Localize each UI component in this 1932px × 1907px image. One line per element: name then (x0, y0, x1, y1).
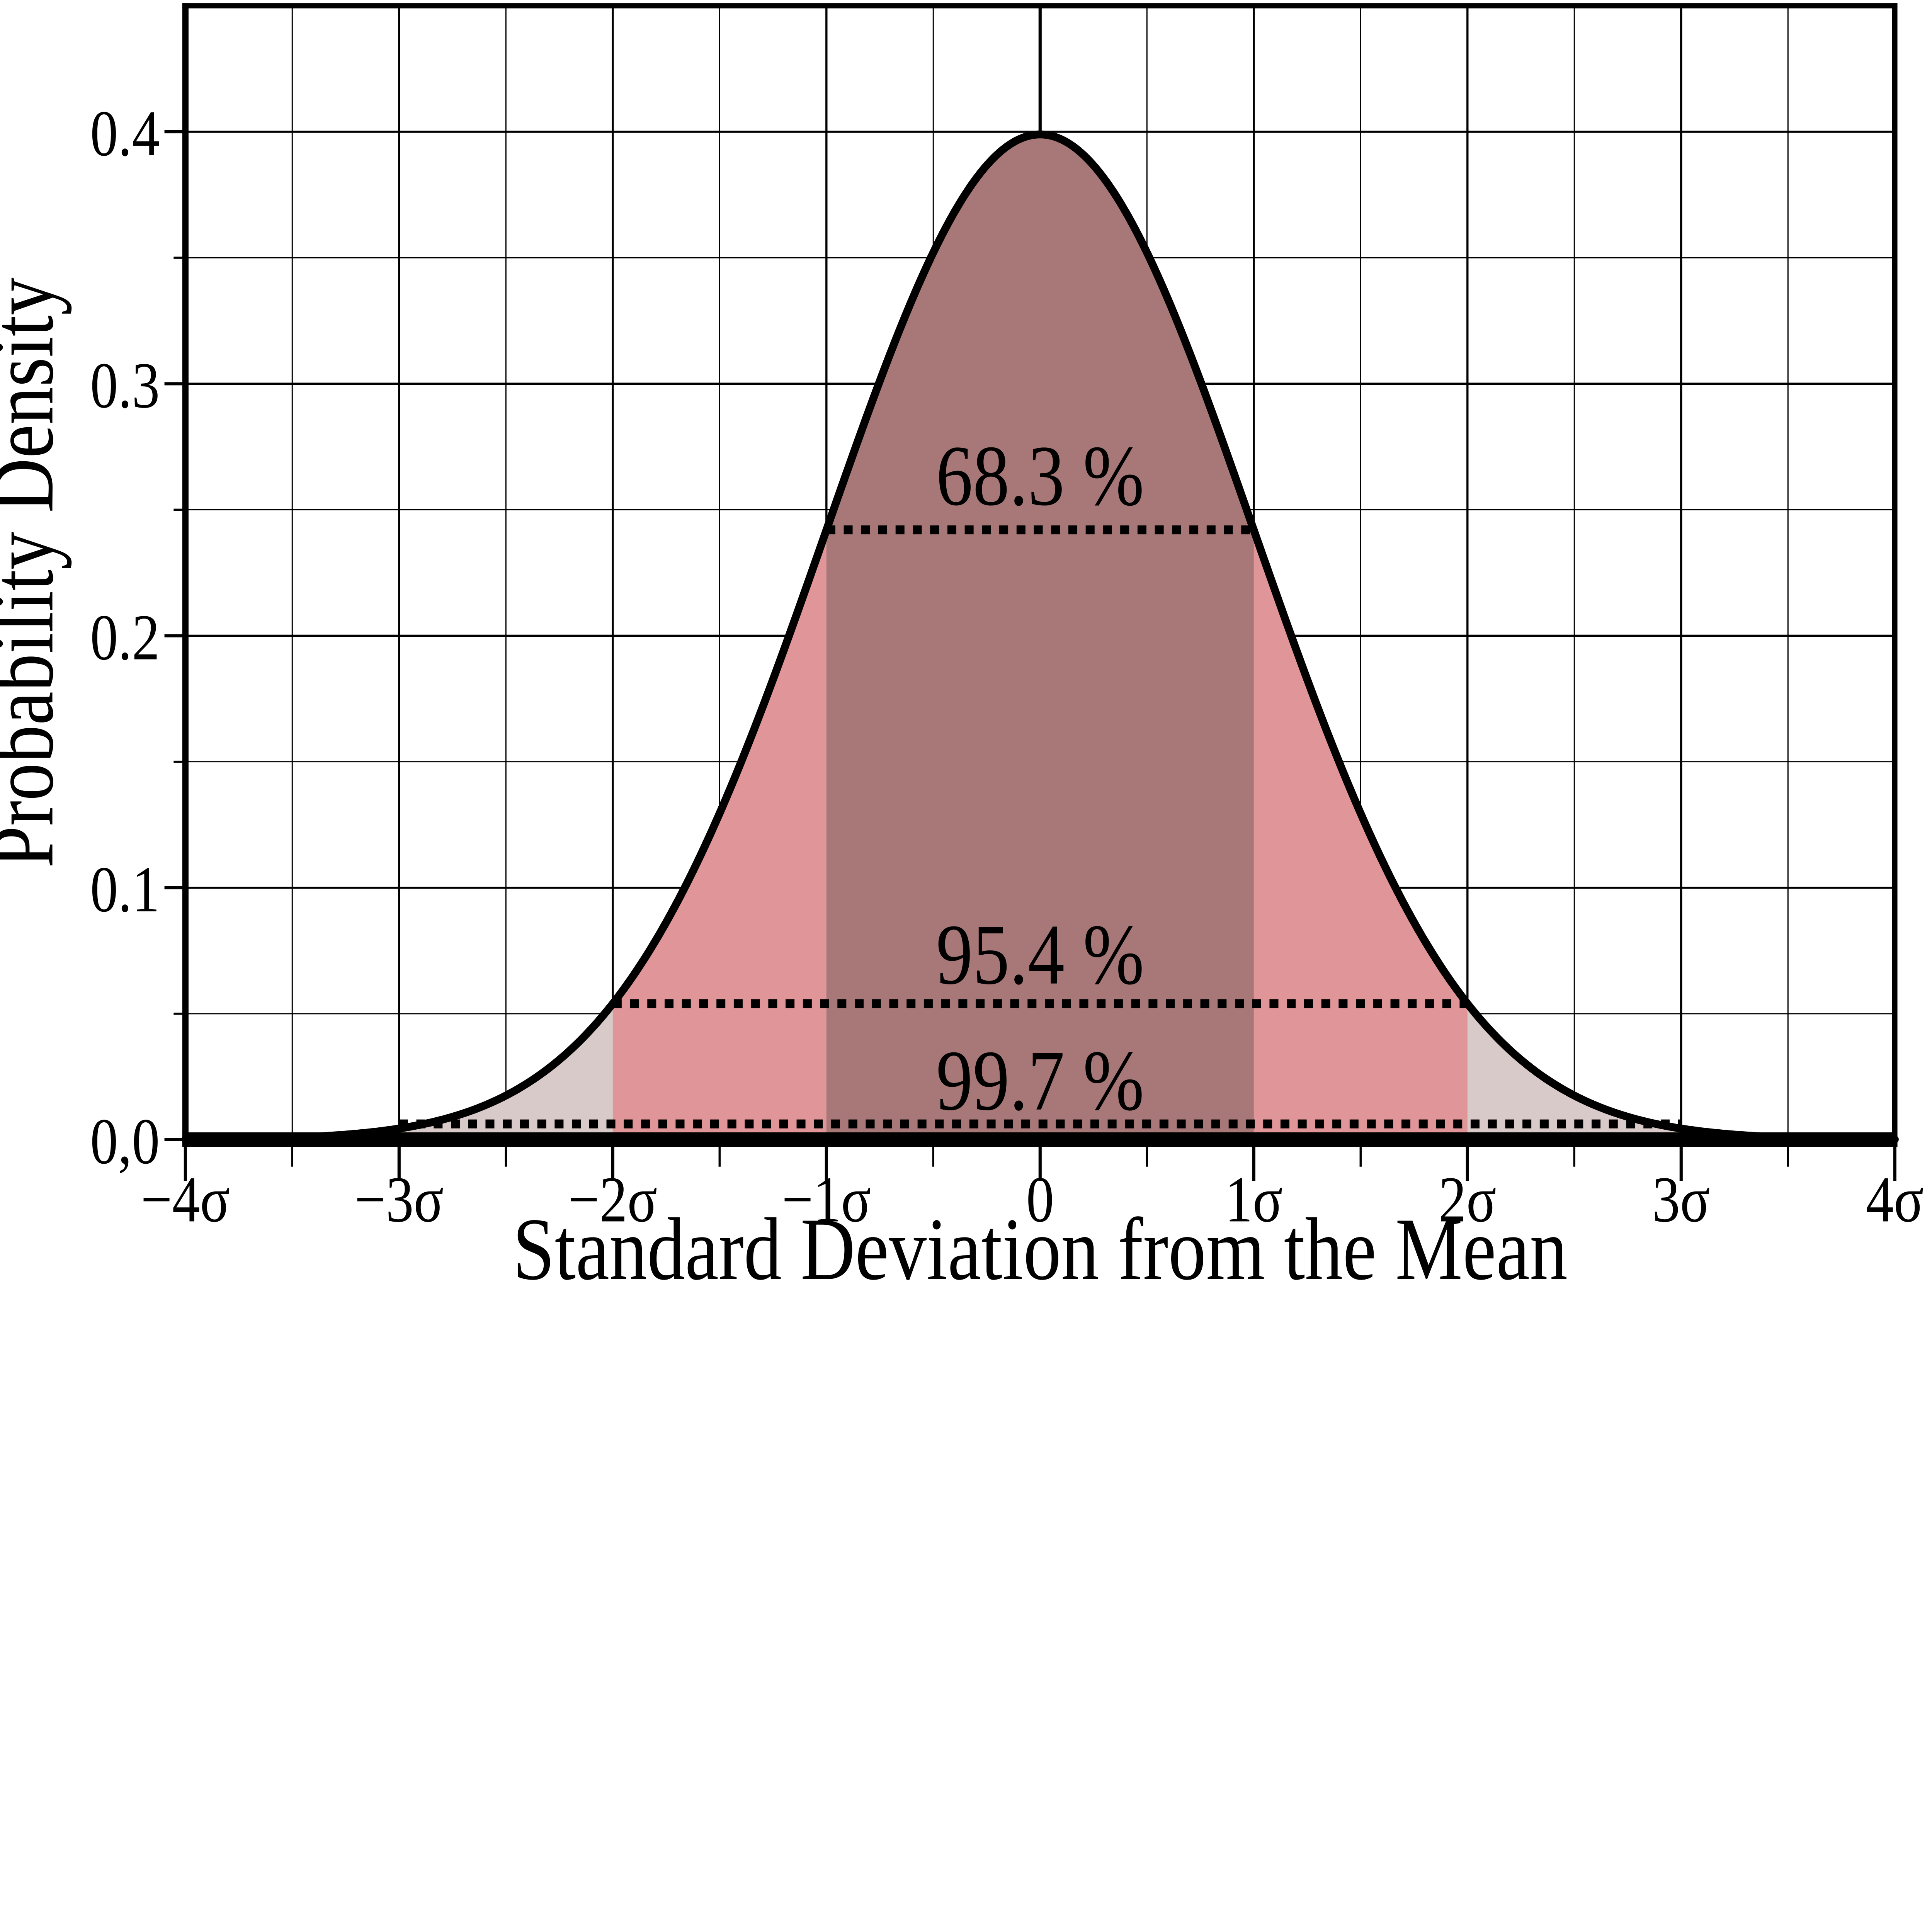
y-tick-label: 0.3 (90, 349, 160, 422)
x-tick-label: −1σ (782, 1164, 871, 1236)
y-axis-title: Probability Density (0, 277, 72, 868)
y-tick-label-group: 0.4 (90, 97, 160, 170)
y-tick-label-group: 0,0 (90, 1105, 160, 1178)
y-tick-label-group: 0.1 (90, 853, 160, 926)
coverage-label-within-1-sigma-group: 68.3 % (936, 428, 1145, 523)
x-axis-title-group: Standard Deviation from the Mean (513, 1200, 1568, 1292)
y-tick-label-group: 0.2 (90, 602, 160, 674)
plot-frame (182, 3, 1898, 1147)
x-tick-label: 4σ (1866, 1164, 1924, 1236)
y-tick-label: 0.4 (90, 97, 160, 170)
x-tick-label: −4σ (141, 1164, 230, 1236)
coverage-label-within-3-sigma: 99.7 % (936, 1032, 1145, 1128)
x-tick-label-group: −2σ (568, 1164, 657, 1236)
normal-distribution-figure: 99.7 % 95.4 % 68.3 % 0,0 0.1 0.2 0.3 0.4 −4σ −3σ −… (0, 3, 1924, 1293)
x-tick-label: 1σ (1225, 1164, 1283, 1236)
x-tick-label: −2σ (568, 1164, 657, 1236)
y-axis-title-group: Probability Density (0, 277, 72, 868)
x-tick-label-group: −1σ (782, 1164, 871, 1236)
coverage-label-within-2-sigma-group: 95.4 % (936, 906, 1145, 1002)
normal-curve (181, 130, 1899, 1144)
x-tick-label-group: 3σ (1652, 1164, 1710, 1236)
band-within-1-sigma (826, 134, 1254, 1140)
x-tick-label-group: 2σ (1439, 1164, 1497, 1236)
x-tick-label: 3σ (1652, 1164, 1710, 1236)
x-tick-label-group: 0 (1026, 1164, 1054, 1236)
axis-ticks (164, 130, 1896, 1181)
x-tick-label-group: −3σ (354, 1164, 444, 1236)
normal-distribution-chart: 99.7 % 95.4 % 68.3 % 0,0 0.1 0.2 0.3 0.4 −4σ −3σ −… (0, 3, 1924, 1293)
x-tick-label: 2σ (1439, 1164, 1497, 1236)
y-tick-label-group: 0.3 (90, 349, 160, 422)
coverage-label-within-2-sigma: 95.4 % (936, 906, 1145, 1002)
x-tick-label-group: 4σ (1866, 1164, 1924, 1236)
x-tick-label-group: 1σ (1225, 1164, 1283, 1236)
y-tick-label: 0.1 (90, 853, 160, 926)
x-tick-label: −3σ (354, 1164, 444, 1236)
x-tick-label: 0 (1026, 1164, 1054, 1236)
y-tick-label: 0,0 (90, 1105, 160, 1178)
x-axis-title: Standard Deviation from the Mean (513, 1200, 1568, 1292)
y-tick-label: 0.2 (90, 602, 160, 674)
coverage-label-within-1-sigma: 68.3 % (936, 428, 1145, 523)
coverage-label-within-3-sigma-group: 99.7 % (936, 1032, 1145, 1128)
x-tick-label-group: −4σ (141, 1164, 230, 1236)
